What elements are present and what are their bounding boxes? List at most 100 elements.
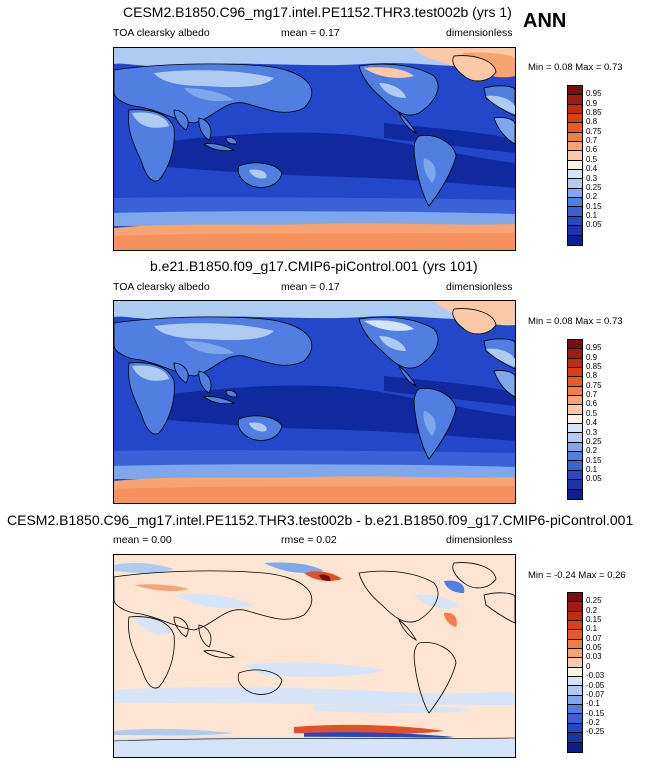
colorbar-swatch (568, 207, 582, 217)
colorbar-swatch (568, 602, 582, 612)
colorbar-tick-label: -0.25 (586, 727, 605, 737)
colorbar-swatch (568, 226, 582, 236)
colorbar-tick-label: -0.2 (586, 717, 600, 727)
colorbar-swatch (568, 630, 582, 640)
colorbar-swatch (568, 132, 582, 143)
colorbar-swatch (568, 621, 582, 631)
colorbar-swatch (568, 386, 582, 397)
colorbar-tick-label: 0.05 (586, 474, 602, 484)
colorbar-tick-label: 0.1 (586, 210, 598, 220)
colorbar-swatch (568, 649, 582, 659)
mean-label: mean = 0.17 (281, 27, 340, 39)
colorbar-swatch (568, 104, 582, 115)
colorbar-swatch (568, 452, 582, 462)
colorbar-swatch (568, 160, 582, 171)
colorbar-tick-label: 0.85 (586, 108, 602, 118)
colorbar-tick-label: 0.75 (586, 126, 602, 136)
colorbar (567, 85, 583, 246)
colorbar-swatch (568, 639, 582, 650)
season-label: ANN (523, 10, 567, 32)
colorbar-swatch (568, 123, 582, 133)
colorbar-tick-label: 0.75 (586, 380, 602, 390)
colorbar-tick-label: -0.05 (586, 680, 605, 690)
colorbar-tick-label: 0.05 (586, 220, 602, 230)
colorbar-tick-label: 0.05 (586, 643, 602, 653)
colorbar-swatch (568, 714, 582, 724)
colorbar-swatch (568, 198, 582, 208)
colorbar-swatch (568, 349, 582, 359)
colorbar-swatch (568, 188, 582, 199)
units-label: dimensionless (446, 27, 513, 39)
colorbar-swatch (568, 235, 582, 245)
colorbar-swatch (568, 470, 582, 481)
colorbar-tick-label: 0.2 (586, 446, 598, 456)
colorbar (567, 339, 583, 500)
colorbar-swatch (568, 461, 582, 471)
colorbar-tick-label: 0.1 (586, 624, 598, 634)
colorbar-tick-label: 0.8 (586, 117, 598, 127)
variable-label: TOA clearsky albedo (113, 27, 210, 39)
colorbar-tick-label: -0.15 (586, 708, 605, 718)
minmax-label: Min = -0.24 Max = 0.26 (528, 570, 626, 581)
panel-title: CESM2.B1850.C96_mg17.intel.PE1152.THR3.t… (7, 512, 634, 528)
colorbar-tick-label: 0.5 (586, 154, 598, 164)
colorbar-swatch (568, 695, 582, 706)
colorbar-swatch (568, 733, 582, 743)
map-plot (113, 300, 516, 504)
colorbar-tick-label: -0.07 (586, 689, 605, 699)
colorbar-swatch (568, 358, 582, 369)
minmax-label: Min = 0.08 Max = 0.73 (528, 316, 623, 327)
colorbar-tick-label: 0.85 (586, 362, 602, 372)
colorbar-swatch (568, 377, 582, 387)
colorbar-tick-label: 0.25 (586, 436, 602, 446)
colorbar-tick-label: 0.6 (586, 399, 598, 409)
colorbar-swatch (568, 677, 582, 687)
colorbar-swatch (568, 593, 582, 603)
colorbar-tick-label: -0.03 (586, 671, 605, 681)
units-label: dimensionless (446, 534, 513, 546)
colorbar-swatch (568, 151, 582, 161)
colorbar-swatch (568, 658, 582, 668)
panel-title: b.e21.B1850.f09_g17.CMIP6-piControl.001 … (150, 258, 478, 274)
colorbar-tick-label: 0.4 (586, 418, 598, 428)
colorbar-tick-label: 0.2 (586, 605, 598, 615)
colorbar-swatch (568, 705, 582, 715)
variable-label: TOA clearsky albedo (113, 281, 210, 293)
colorbar-tick-label: 0.07 (586, 633, 602, 643)
mean-label: mean = 0.17 (281, 281, 340, 293)
colorbar-swatch (568, 368, 582, 378)
colorbar-swatch (568, 442, 582, 453)
colorbar-swatch (568, 142, 582, 152)
colorbar-swatch (568, 667, 582, 678)
colorbar-swatch (568, 114, 582, 124)
colorbar-tick-label: 0.15 (586, 455, 602, 465)
colorbar-swatch (568, 480, 582, 490)
colorbar-swatch (568, 611, 582, 622)
colorbar-swatch (568, 414, 582, 425)
colorbar-swatch (568, 433, 582, 443)
colorbar-tick-label: 0.15 (586, 615, 602, 625)
rmse-label: rmse = 0.02 (281, 534, 337, 546)
colorbar-tick-label: 0.8 (586, 371, 598, 381)
minmax-label: Min = 0.08 Max = 0.73 (528, 62, 623, 73)
colorbar-tick-label: 0.6 (586, 145, 598, 155)
units-label: dimensionless (446, 281, 513, 293)
colorbar-tick-label: 0.5 (586, 408, 598, 418)
colorbar-swatch (568, 95, 582, 105)
colorbar-swatch (568, 216, 582, 227)
colorbar-tick-label: 0.95 (586, 89, 602, 99)
colorbar-tick-label: 0.15 (586, 201, 602, 211)
colorbar-tick-label: 0.7 (586, 390, 598, 400)
colorbar-swatch (568, 686, 582, 696)
colorbar (567, 592, 583, 753)
colorbar-tick-label: 0.9 (586, 352, 598, 362)
colorbar-swatch (568, 170, 582, 180)
colorbar-tick-label: 0.25 (586, 182, 602, 192)
colorbar-tick-label: 0.25 (586, 596, 602, 606)
colorbar-swatch (568, 396, 582, 406)
colorbar-swatch (568, 179, 582, 189)
colorbar-tick-label: 0.03 (586, 652, 602, 662)
colorbar-tick-label: 0.3 (586, 427, 598, 437)
mean-label: mean = 0.00 (113, 534, 172, 546)
map-plot (113, 554, 516, 758)
